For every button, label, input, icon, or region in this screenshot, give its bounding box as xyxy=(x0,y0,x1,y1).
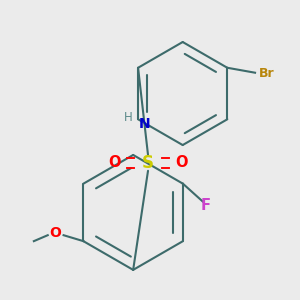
Text: N: N xyxy=(139,117,150,131)
Text: H: H xyxy=(124,111,133,124)
Text: O: O xyxy=(50,226,62,240)
Text: S: S xyxy=(142,154,154,172)
Text: F: F xyxy=(201,198,211,213)
Text: O: O xyxy=(108,155,121,170)
Text: O: O xyxy=(176,155,188,170)
Text: Br: Br xyxy=(259,67,274,80)
